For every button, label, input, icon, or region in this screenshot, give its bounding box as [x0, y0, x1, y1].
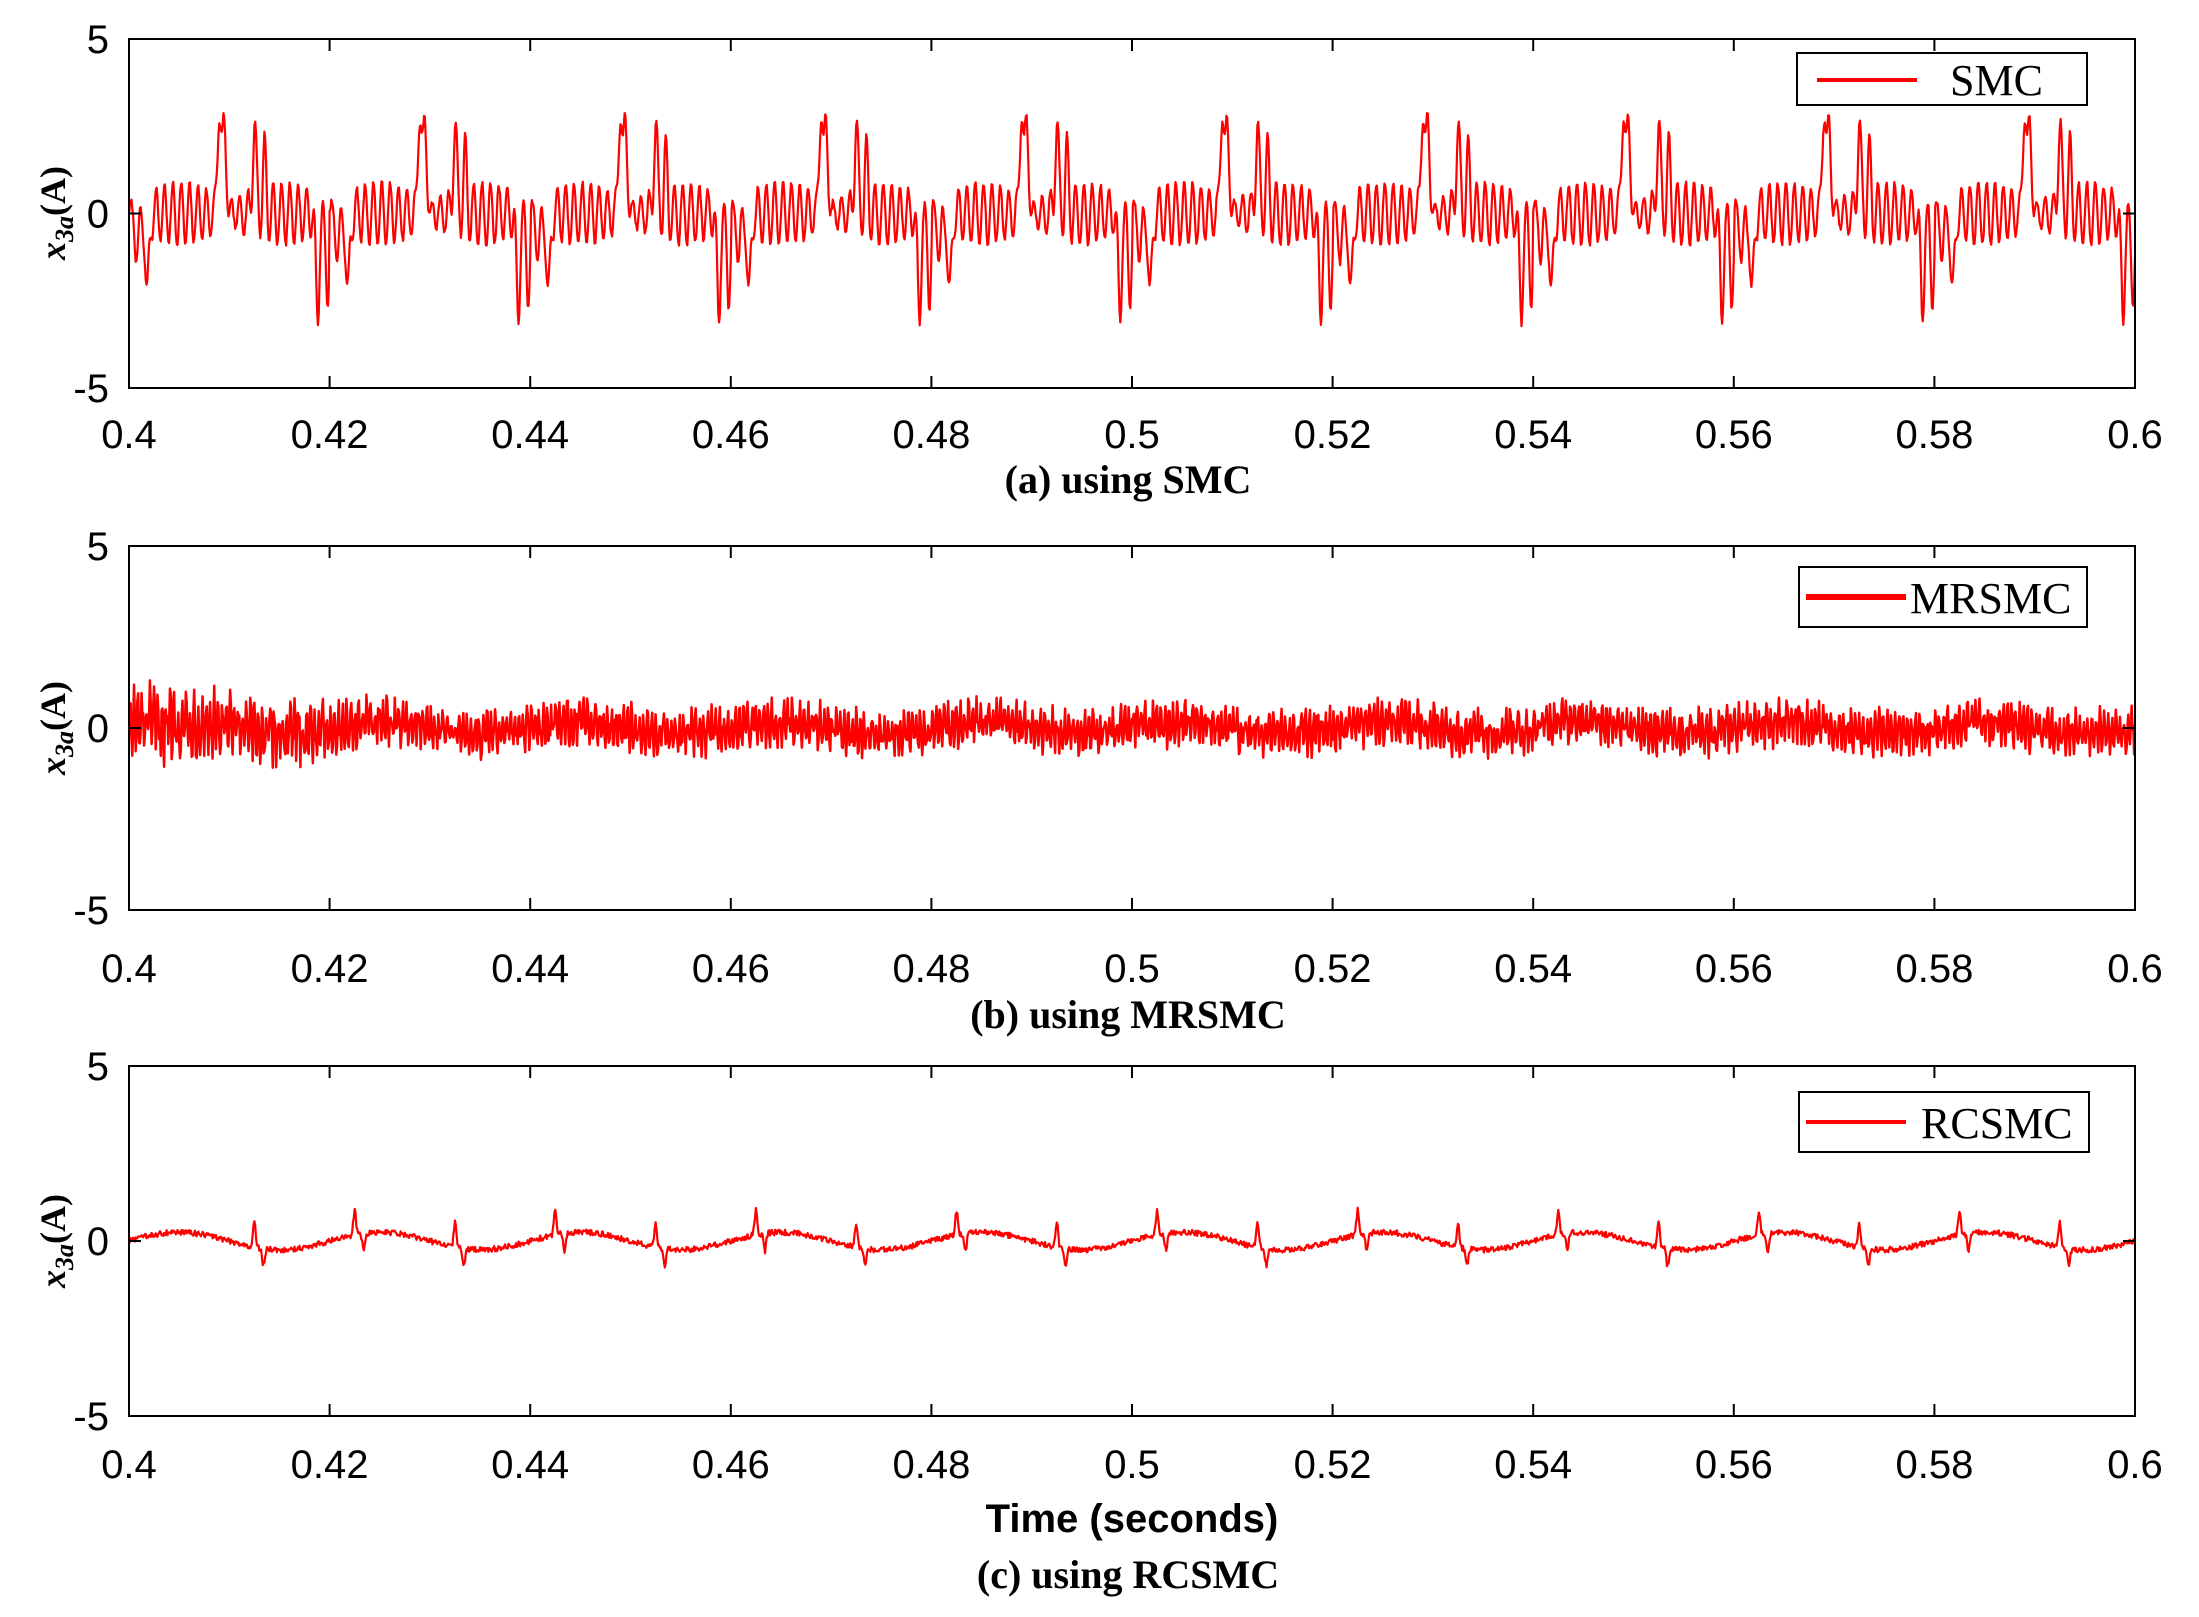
ticks-c: 0.4 0.42 0.44 0.46 0.48 0.5 0.52 0.54 0.56 0.58 0.… — [73, 1045, 2162, 1487]
x-tick-label: 0.4 — [101, 413, 157, 457]
series-line-rcsmc — [129, 1206, 2135, 1269]
y-axis-label-c-unit: (A) — [33, 1194, 73, 1244]
legend-c: RCSMC — [1798, 1091, 2090, 1153]
x-tick-label: 0.6 — [2107, 947, 2163, 991]
x-tick-label: 0.52 — [1294, 413, 1372, 457]
x-tick-label: 0.5 — [1104, 1443, 1160, 1487]
x-tick-label: 0.46 — [692, 947, 770, 991]
x-tick-label: 0.5 — [1104, 947, 1160, 991]
panel-b: 0.4 0.42 0.44 0.46 0.48 0.5 0.52 0.54 0.56 0.58 0.… — [33, 525, 2163, 1037]
y-axis-label-c-main: x — [33, 1270, 73, 1289]
x-tick-label: 0.44 — [491, 1443, 569, 1487]
x-tick-label: 0.48 — [892, 413, 970, 457]
legend-label-smc: SMC — [1950, 56, 2043, 105]
x-axis-label-c: Time (seconds) — [986, 1497, 1279, 1541]
x-tick-label: 0.44 — [491, 413, 569, 457]
y-tick-label: 0 — [87, 1220, 109, 1264]
y-tick-label: -5 — [73, 889, 109, 933]
series-line-mrsmc — [129, 679, 2135, 770]
caption-c: (c) using RCSMC — [977, 1552, 1279, 1597]
x-tick-label: 0.48 — [892, 947, 970, 991]
x-tick-label: 0.4 — [101, 947, 157, 991]
x-tick-label: 0.58 — [1895, 1443, 1973, 1487]
legend-label-mrsmc: MRSMC — [1910, 574, 2071, 623]
y-axis-label-b-sub: 3a — [50, 731, 79, 758]
x-tick-label: 0.56 — [1695, 947, 1773, 991]
y-tick-label: -5 — [73, 367, 109, 411]
caption-b: (b) using MRSMC — [970, 992, 1286, 1037]
y-axis-label-a-main: x — [33, 242, 73, 261]
ticks-b: 0.4 0.42 0.44 0.46 0.48 0.5 0.52 0.54 0.56 0.58 0.… — [73, 525, 2162, 991]
x-tick-label: 0.58 — [1895, 947, 1973, 991]
x-tick-label: 0.56 — [1695, 413, 1773, 457]
x-tick-label: 0.54 — [1494, 947, 1572, 991]
series-smc — [129, 111, 2135, 328]
x-tick-label: 0.46 — [692, 1443, 770, 1487]
x-tick-label: 0.44 — [491, 947, 569, 991]
legend-label-rcsmc: RCSMC — [1921, 1099, 2073, 1148]
y-axis-label-a: x3a(A) — [33, 166, 79, 261]
caption-a: (a) using SMC — [1005, 457, 1252, 502]
y-tick-label: 5 — [87, 18, 109, 62]
y-tick-label: 5 — [87, 525, 109, 569]
x-tick-label: 0.52 — [1294, 1443, 1372, 1487]
y-axis-label-b-unit: (A) — [33, 681, 73, 731]
y-axis-label-b: x3a(A) — [33, 681, 79, 776]
x-tick-label: 0.56 — [1695, 1443, 1773, 1487]
x-tick-label: 0.58 — [1895, 413, 1973, 457]
x-tick-label: 0.4 — [101, 1443, 157, 1487]
y-tick-label: 0 — [87, 193, 109, 237]
y-axis-label-b-main: x — [33, 757, 73, 776]
ticks-a: 0.4 0.42 0.44 0.46 0.48 0.5 0.52 0.54 0.56 0.58 0.… — [73, 18, 2162, 457]
series-mrsmc — [129, 679, 2135, 770]
y-tick-label: 5 — [87, 1045, 109, 1089]
panel-c: 0.4 0.42 0.44 0.46 0.48 0.5 0.52 0.54 0.56 0.58 0.… — [33, 1045, 2163, 1597]
x-tick-label: 0.42 — [291, 413, 369, 457]
x-tick-label: 0.6 — [2107, 413, 2163, 457]
x-tick-label: 0.42 — [291, 1443, 369, 1487]
legend-a: SMC — [1796, 52, 2088, 106]
panel-a: 0.4 0.42 0.44 0.46 0.48 0.5 0.52 0.54 0.56 0.58 0.… — [33, 18, 2163, 502]
series-line-smc — [129, 111, 2135, 328]
y-tick-label: 0 — [87, 707, 109, 751]
x-tick-label: 0.42 — [291, 947, 369, 991]
y-axis-label-a-unit: (A) — [33, 166, 73, 216]
y-axis-label-a-sub: 3a — [50, 216, 79, 243]
series-rcsmc — [129, 1206, 2135, 1269]
y-tick-label: -5 — [73, 1395, 109, 1439]
x-tick-label: 0.54 — [1494, 413, 1572, 457]
x-tick-label: 0.52 — [1294, 947, 1372, 991]
y-axis-label-c-sub: 3a — [50, 1244, 79, 1271]
x-tick-label: 0.46 — [692, 413, 770, 457]
y-axis-label-c: x3a(A) — [33, 1194, 79, 1289]
x-tick-label: 0.54 — [1494, 1443, 1572, 1487]
x-tick-label: 0.48 — [892, 1443, 970, 1487]
x-tick-label: 0.6 — [2107, 1443, 2163, 1487]
x-tick-label: 0.5 — [1104, 413, 1160, 457]
legend-b: MRSMC — [1798, 566, 2088, 628]
